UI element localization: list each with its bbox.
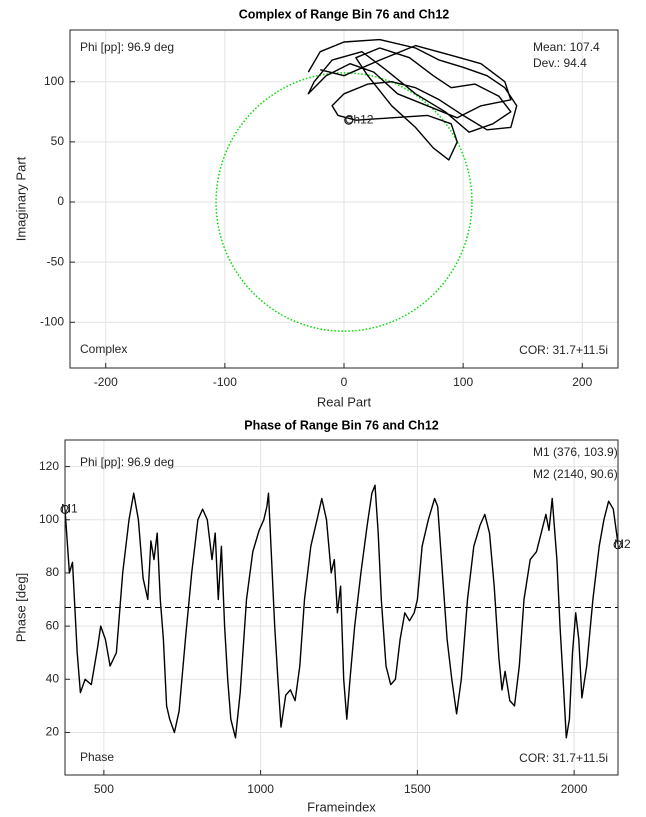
annotation: M2 (2140, 90.6) [533,467,618,481]
y-tick-label: 40 [46,671,60,685]
y-tick-label: 60 [46,618,60,632]
x-tick-label: 1500 [404,782,431,796]
x-tick-label: 200 [572,375,592,389]
reference-circle [215,72,473,332]
x-axis-label: Real Part [317,394,372,409]
marker-label: M2 [614,537,631,551]
x-tick-label: 1000 [247,782,274,796]
y-tick-label: -50 [47,254,65,268]
annotation: COR: 31.7+11.5i [519,751,608,765]
annotation: Dev.: 94.4 [533,56,587,70]
annotation: Phi [pp]: 96.9 deg [80,455,174,469]
y-tick-label: 0 [57,194,64,208]
chart-title: Phase of Range Bin 76 and Ch12 [244,418,439,432]
x-tick-label: 0 [341,375,348,389]
x-tick-label: 100 [453,375,473,389]
x-axis-label: Frameindex [307,799,376,814]
y-tick-label: 80 [46,565,60,579]
marker-label: M1 [61,502,78,516]
marker [344,115,354,125]
data-line [307,38,518,161]
y-tick-label: 50 [51,134,65,148]
annotation: M1 (376, 103.9) [533,445,618,459]
annotation: Mean: 107.4 [533,40,600,54]
y-tick-label: 100 [39,512,59,526]
annotation: Phase [80,750,114,764]
annotation: Complex [80,342,127,356]
x-tick-label: 500 [94,782,114,796]
y-axis-label: Imaginary Part [13,156,28,241]
y-tick-label: 20 [46,725,60,739]
x-tick-label: 2000 [561,782,588,796]
y-tick-label: 120 [39,459,59,473]
annotation: COR: 31.7+11.5i [519,343,608,357]
marker-label: Ch12 [345,112,374,126]
chart-title: Complex of Range Bin 76 and Ch12 [239,7,450,21]
axes-box [64,439,619,776]
annotation: Phi [pp]: 96.9 deg [80,40,174,54]
y-axis-label: Phase [deg] [13,573,28,642]
data-line [64,484,619,739]
y-tick-label: 100 [44,74,64,88]
y-tick-label: -100 [40,314,64,328]
x-tick-label: -200 [94,375,118,389]
x-tick-label: -100 [213,375,237,389]
axes-box [69,29,619,369]
